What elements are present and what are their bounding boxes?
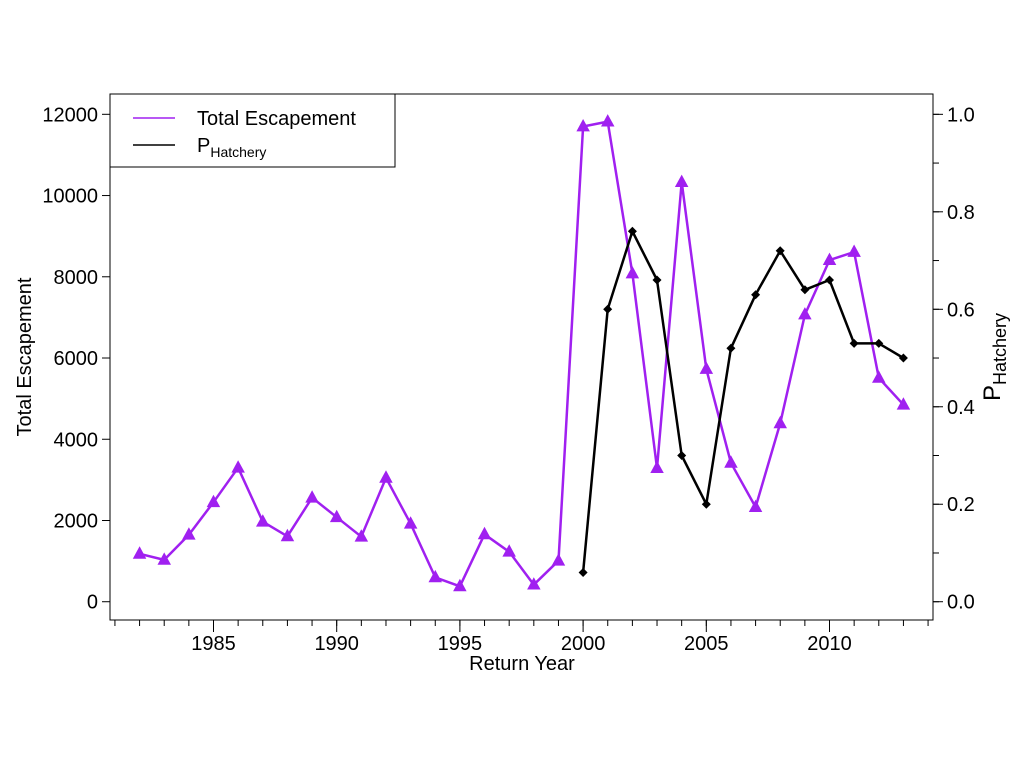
data-point-total-escapement	[453, 578, 467, 592]
data-point-total-escapement	[428, 569, 442, 583]
right-y-axis-title-base: P	[979, 385, 1006, 401]
data-point-p-hatchery	[677, 451, 687, 460]
y-tick-label: 6000	[54, 348, 99, 370]
y-tick-label: 8000	[54, 267, 99, 289]
y2-tick-label: 1.0	[947, 104, 975, 126]
data-point-p-hatchery	[751, 290, 761, 300]
series-layer	[132, 114, 911, 592]
data-point-total-escapement	[157, 552, 171, 565]
data-point-total-escapement	[674, 174, 689, 187]
data-point-p-hatchery	[849, 338, 859, 348]
y-tick-label: 12000	[42, 104, 98, 126]
y-tick-label: 10000	[42, 186, 98, 208]
series-line-total-escapement	[139, 120, 905, 588]
y-tick-label: 0	[87, 592, 98, 614]
legend-box	[109, 93, 396, 168]
data-point-p-hatchery	[701, 499, 711, 509]
legend-label-p-hatchery-base: P	[197, 135, 210, 157]
data-point-total-escapement	[182, 527, 196, 540]
data-point-total-escapement	[502, 544, 516, 557]
data-point-p-hatchery	[898, 353, 908, 363]
data-point-total-escapement	[329, 509, 344, 523]
data-point-p-hatchery	[627, 226, 637, 236]
data-point-p-hatchery	[825, 275, 834, 285]
data-point-total-escapement	[477, 526, 492, 540]
data-point-p-hatchery	[775, 246, 785, 256]
legend-label-p-hatchery: PHatchery	[197, 135, 266, 160]
right-y-axis-title-subscript: Hatchery	[990, 313, 1010, 385]
y2-tick-label: 0.2	[947, 494, 975, 516]
data-point-total-escapement	[305, 490, 319, 503]
data-point-total-escapement	[132, 546, 147, 559]
legend: Total Escapement PHatchery	[109, 93, 396, 168]
series-line-p-hatchery	[581, 230, 905, 573]
data-point-p-hatchery	[726, 343, 736, 353]
data-point-p-hatchery	[800, 285, 810, 295]
y-tick-label: 2000	[54, 510, 99, 532]
data-point-total-escapement	[527, 577, 541, 590]
data-point-total-escapement	[601, 114, 615, 127]
y2-tick-label: 0.0	[947, 592, 975, 614]
data-point-total-escapement	[798, 307, 812, 320]
data-point-total-escapement	[551, 553, 566, 566]
x-tick-label: 2005	[684, 633, 729, 655]
data-point-total-escapement	[650, 460, 664, 473]
data-point-total-escapement	[379, 470, 393, 483]
plot-layer: 1985 1990 1995 2000 2005 2010 0 2000 4000 6000 800…	[42, 93, 975, 655]
data-point-total-escapement	[699, 361, 714, 374]
data-point-total-escapement	[847, 244, 861, 257]
y2-tick-label: 0.8	[947, 202, 975, 224]
y2-tick-label: 0.4	[947, 397, 975, 419]
right-y-axis-title: PHatchery	[979, 313, 1010, 401]
x-tick-label: 1985	[191, 633, 236, 655]
plot-area-frame	[109, 93, 934, 621]
data-point-total-escapement	[872, 370, 886, 383]
y-axis-title: Total Escapement	[14, 277, 36, 436]
legend-label-total-escapement: Total Escapement	[197, 108, 356, 130]
data-point-total-escapement	[896, 397, 911, 410]
data-point-total-escapement	[231, 460, 245, 473]
data-point-total-escapement	[822, 252, 837, 265]
data-point-total-escapement	[773, 415, 787, 429]
data-point-total-escapement	[403, 516, 418, 529]
data-point-total-escapement	[748, 499, 763, 512]
y2-tick-label: 0.6	[947, 299, 975, 321]
data-point-p-hatchery	[603, 304, 613, 314]
data-point-total-escapement	[724, 455, 738, 468]
x-tick-label: 2000	[561, 633, 606, 655]
x-tick-label: 1995	[438, 633, 483, 655]
data-point-total-escapement	[354, 529, 369, 542]
data-point-total-escapement	[576, 119, 590, 132]
data-point-total-escapement	[625, 266, 640, 279]
legend-label-p-hatchery-subscript: Hatchery	[210, 144, 266, 160]
data-point-total-escapement	[280, 528, 295, 542]
data-point-p-hatchery	[652, 275, 662, 285]
data-point-p-hatchery	[578, 568, 588, 577]
x-tick-label: 1990	[314, 633, 359, 655]
x-tick-label: 2010	[807, 633, 852, 655]
data-point-total-escapement	[256, 514, 270, 527]
x-axis-title: Return Year	[469, 653, 575, 675]
data-point-total-escapement	[206, 494, 221, 508]
data-point-p-hatchery	[874, 338, 884, 348]
y-tick-label: 4000	[54, 429, 99, 451]
